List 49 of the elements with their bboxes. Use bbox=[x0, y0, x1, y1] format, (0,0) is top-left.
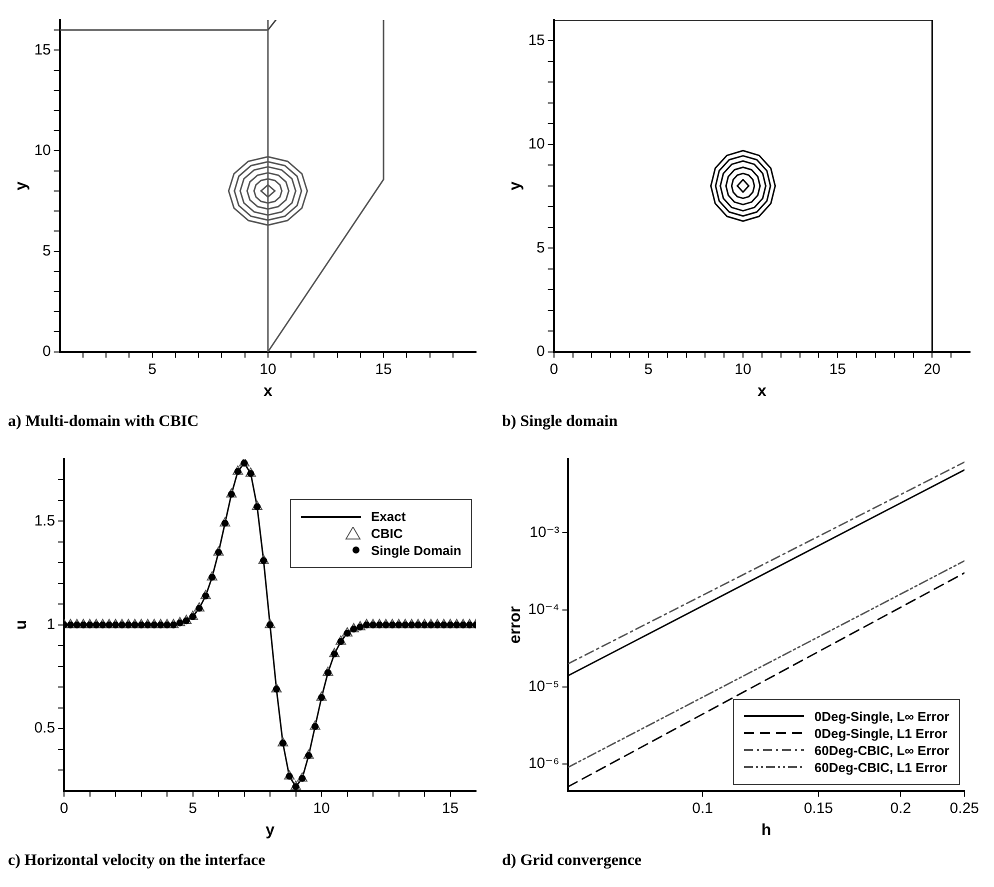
legend-label: 60Deg-CBIC, L1 Error bbox=[814, 760, 948, 775]
y-tick-label: 5 bbox=[536, 239, 545, 256]
y-tick-label: 5 bbox=[42, 242, 51, 260]
y-axis-title: y bbox=[507, 181, 524, 190]
x-tick-label: 10 bbox=[734, 360, 752, 378]
legend-label: Single Domain bbox=[371, 543, 462, 558]
x-tick-label: 20 bbox=[924, 360, 941, 378]
x-tick-label: 0.25 bbox=[950, 800, 980, 817]
y-axis-title: y bbox=[13, 181, 30, 190]
y-tick-label: 15 bbox=[528, 32, 545, 49]
y-axis-title: u bbox=[13, 620, 30, 630]
y-tick-label: 10⁻⁶ bbox=[528, 755, 560, 772]
x-tick-label: 5 bbox=[644, 360, 653, 378]
x-tick-label: 0.15 bbox=[804, 800, 834, 817]
legend-label: CBIC bbox=[371, 526, 403, 541]
x-tick-label: 5 bbox=[188, 800, 197, 817]
legend-label: 0Deg-Single, L∞ Error bbox=[814, 708, 950, 724]
y-tick-label: 0 bbox=[536, 342, 545, 360]
x-axis-title: x bbox=[263, 382, 272, 400]
y-tick-label: 0.5 bbox=[34, 720, 56, 737]
x-tick-label: 15 bbox=[375, 360, 392, 378]
y-tick-label: 1.5 bbox=[34, 512, 56, 530]
x-tick-label: 5 bbox=[148, 360, 157, 378]
text: c) Horizontal velocity on the interface bbox=[8, 852, 266, 870]
y-axis-title: error bbox=[507, 606, 524, 644]
text: a) Multi-domain with CBIC bbox=[8, 413, 200, 431]
text: b) Single domain bbox=[502, 413, 619, 431]
x-axis-title: y bbox=[266, 822, 275, 839]
y-tick-label: 10⁻³ bbox=[530, 524, 560, 541]
x-tick-label: 0.2 bbox=[890, 800, 912, 817]
x-tick-label: 15 bbox=[442, 800, 459, 817]
x-tick-label: 15 bbox=[829, 360, 846, 378]
y-tick-label: 10⁻⁵ bbox=[528, 678, 560, 696]
y-tick-label: 1 bbox=[46, 616, 56, 634]
y-tick-label: 10⁻⁴ bbox=[528, 600, 560, 618]
x-axis-title: x bbox=[757, 382, 766, 400]
text: d) Grid convergence bbox=[502, 852, 643, 870]
y-tick-label: 0 bbox=[42, 342, 51, 360]
y-tick-label: 15 bbox=[34, 41, 51, 58]
y-tick-label: 10 bbox=[34, 142, 51, 159]
x-tick-label: 10 bbox=[260, 360, 276, 378]
legend-label: 0Deg-Single, L1 Error bbox=[814, 726, 948, 741]
x-tick-label: 10 bbox=[313, 800, 330, 817]
x-axis-title: h bbox=[761, 822, 772, 839]
x-tick-label: 0 bbox=[60, 800, 68, 817]
legend-label: Exact bbox=[371, 509, 406, 524]
x-tick-label: 0.1 bbox=[692, 800, 713, 817]
y-tick-label: 10 bbox=[528, 136, 545, 153]
legend-label: 60Deg-CBIC, L∞ Error bbox=[814, 742, 950, 758]
